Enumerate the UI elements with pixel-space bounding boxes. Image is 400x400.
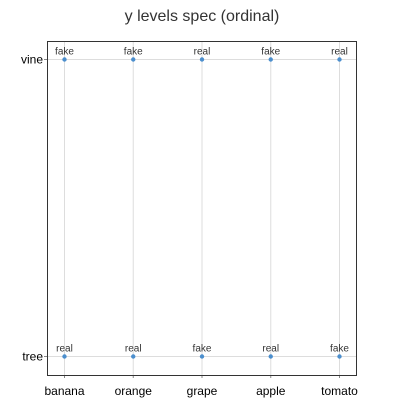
x-tick-label: banana bbox=[44, 384, 84, 398]
grid-lines bbox=[47, 41, 356, 375]
data-point bbox=[337, 354, 342, 359]
point-label: fake bbox=[124, 47, 143, 58]
x-tick-label: grape bbox=[187, 384, 218, 398]
y-tick-label: tree bbox=[22, 350, 43, 364]
point-label: real bbox=[194, 47, 211, 58]
data-point bbox=[199, 57, 205, 62]
point-label: real bbox=[56, 344, 73, 355]
point-labels: fake fake real fake real real real fake real fake bbox=[55, 47, 349, 355]
point-label: real bbox=[262, 344, 279, 355]
plot-frame bbox=[47, 41, 357, 376]
data-point bbox=[62, 354, 67, 359]
point-label: fake bbox=[55, 47, 74, 58]
data-point bbox=[62, 57, 67, 62]
x-tick-label: orange bbox=[115, 384, 153, 398]
data-point bbox=[337, 57, 342, 62]
point-label: fake bbox=[330, 344, 349, 355]
y-tick-label: vine bbox=[21, 53, 43, 67]
point-label: real bbox=[125, 344, 142, 355]
chart-title: y levels spec (ordinal) bbox=[125, 8, 280, 25]
data-point bbox=[131, 57, 136, 62]
point-label: fake bbox=[193, 344, 212, 355]
point-label: fake bbox=[261, 47, 280, 58]
x-tick-label: apple bbox=[256, 384, 286, 398]
data-point bbox=[131, 354, 136, 359]
data-point bbox=[268, 57, 273, 62]
axis-ticks: banana orange grape apple tomato tree vine bbox=[21, 53, 358, 399]
x-tick-label: tomato bbox=[321, 384, 358, 398]
data-point bbox=[199, 354, 205, 359]
data-point bbox=[268, 354, 273, 359]
data-points bbox=[62, 57, 342, 359]
point-label: real bbox=[331, 47, 348, 58]
